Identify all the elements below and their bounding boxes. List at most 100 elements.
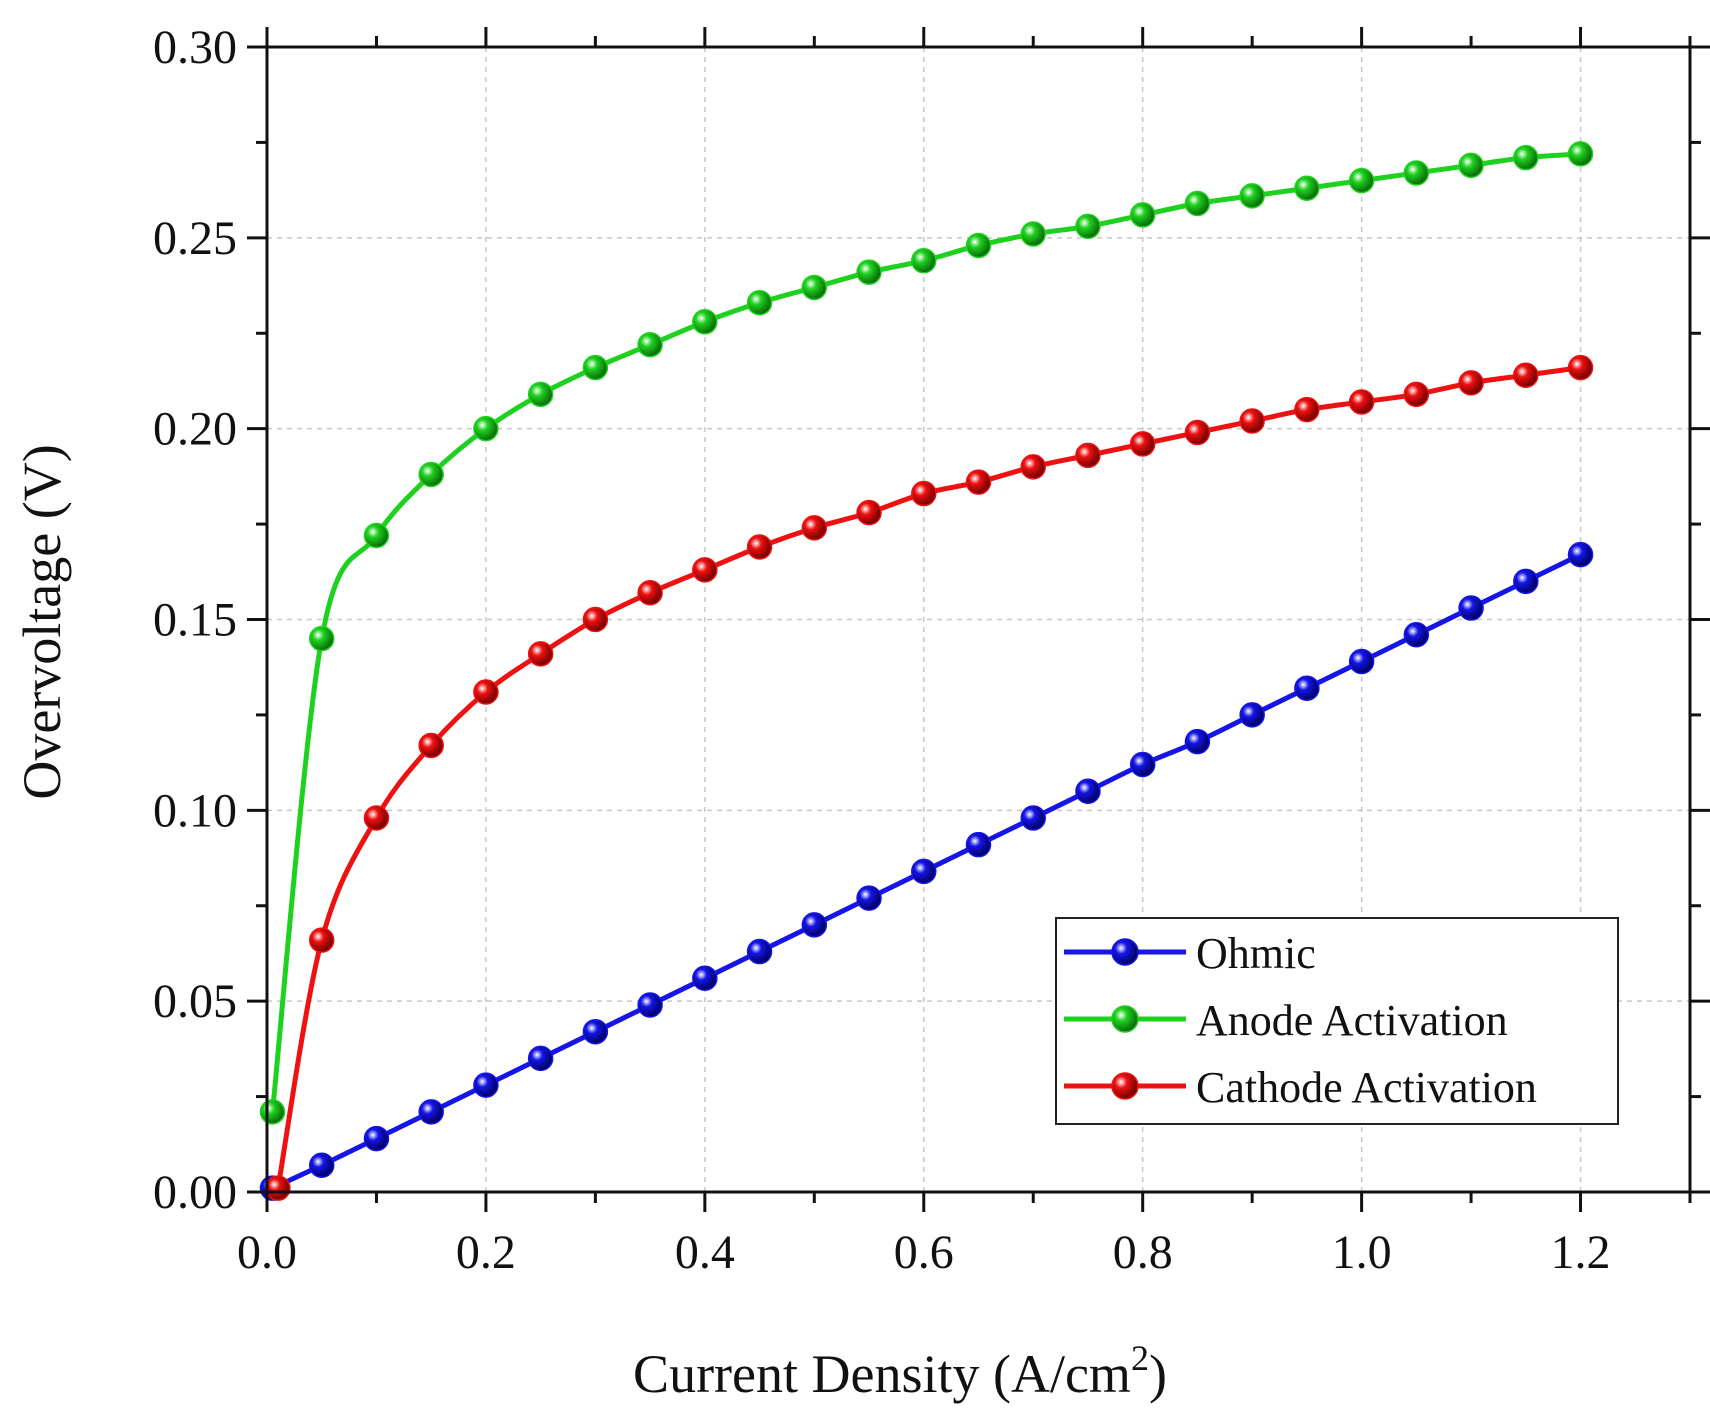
grid	[267, 47, 1690, 1192]
data-point	[746, 938, 773, 965]
data-point	[801, 274, 828, 301]
x-tick-label: 1.0	[1332, 1226, 1392, 1279]
data-point	[1129, 431, 1156, 457]
y-tick-label: 0.10	[153, 784, 237, 837]
data-point	[308, 1152, 335, 1179]
data-point	[1348, 648, 1375, 675]
data-point	[1020, 221, 1046, 247]
data-point	[418, 732, 444, 759]
x-axis-title-close: )	[1149, 1344, 1167, 1404]
data-point	[308, 625, 335, 652]
data-point	[1513, 362, 1539, 388]
data-point	[259, 1099, 286, 1125]
series-cathode-activation	[265, 354, 1594, 1201]
data-point	[1239, 702, 1265, 728]
data-point	[1403, 381, 1430, 408]
x-tick-label: 1.2	[1551, 1226, 1611, 1279]
data-point	[1458, 370, 1484, 396]
data-point	[1075, 442, 1101, 469]
y-tick-label: 0.00	[153, 1166, 237, 1219]
data-point	[527, 1045, 554, 1072]
x-axis-title-superscript: 2	[1131, 1338, 1149, 1378]
data-point	[692, 965, 718, 992]
legend-label: Anode Activation	[1196, 996, 1508, 1045]
data-point	[1294, 175, 1320, 201]
series-layer	[259, 141, 1594, 1201]
x-tick-label: 0.0	[237, 1226, 297, 1279]
x-tick-label: 0.6	[894, 1226, 954, 1279]
data-point	[1239, 408, 1265, 434]
x-tick-label: 0.8	[1113, 1226, 1173, 1279]
data-point	[856, 499, 882, 526]
y-tick-label: 0.20	[153, 403, 237, 456]
legend-entry: Anode Activation	[1064, 996, 1508, 1045]
data-point	[582, 354, 609, 381]
data-point	[746, 289, 773, 316]
legend-entry: Ohmic	[1064, 929, 1316, 978]
data-point	[473, 415, 499, 442]
data-point	[1513, 144, 1539, 171]
data-point	[1567, 141, 1594, 167]
x-axis-title-main: Current Density (A/cm	[633, 1344, 1131, 1404]
data-point	[801, 912, 828, 938]
series-anode-activation	[259, 141, 1594, 1125]
data-point	[1458, 595, 1484, 621]
data-point	[363, 805, 390, 831]
y-tick-label: 0.30	[153, 21, 237, 74]
data-point	[1294, 396, 1320, 423]
legend-entry: Cathode Activation	[1064, 1063, 1537, 1112]
data-point	[637, 992, 663, 1018]
data-point	[1129, 202, 1156, 228]
data-point	[1348, 167, 1375, 194]
x-axis-title: Current Density (A/cm2)	[633, 1338, 1167, 1404]
data-point	[1184, 190, 1211, 217]
x-tick-label: 0.4	[675, 1226, 735, 1279]
data-point	[1403, 622, 1430, 648]
data-point	[965, 232, 992, 259]
data-point	[692, 557, 718, 583]
y-tick-label: 0.05	[153, 975, 237, 1028]
y-tick-label: 0.25	[153, 212, 237, 265]
legend: Ohmic Anode Activation Cathode Activation	[1055, 917, 1619, 1125]
axes	[247, 27, 1710, 1212]
data-point	[308, 927, 335, 953]
data-point	[1184, 728, 1211, 755]
legend-marker	[1111, 1072, 1139, 1100]
data-point	[1020, 805, 1046, 831]
data-point	[856, 259, 882, 285]
data-point	[1567, 541, 1594, 568]
data-point	[637, 580, 663, 606]
data-point	[1294, 675, 1320, 701]
data-point	[1075, 213, 1101, 240]
y-axis-title: Overvoltage (V)	[12, 444, 72, 799]
data-point	[1348, 389, 1375, 415]
data-point	[1020, 454, 1046, 480]
legend-marker	[1111, 938, 1139, 966]
legend-label: Ohmic	[1196, 929, 1316, 978]
data-point	[1129, 751, 1156, 778]
tick-labels: 0.0 0.2 0.4 0.6 0.8 1.0 1.2 0.00 0.05 0.10 0.15 0.2…	[153, 21, 1611, 1279]
data-point	[363, 1125, 390, 1152]
data-point	[965, 831, 992, 858]
data-point	[965, 469, 992, 495]
data-point	[911, 480, 937, 507]
data-point	[692, 309, 718, 335]
data-point	[911, 247, 937, 274]
data-point	[1403, 160, 1430, 186]
data-point	[801, 515, 828, 541]
y-tick-label: 0.15	[153, 594, 237, 647]
x-tick-label: 0.2	[456, 1226, 516, 1279]
data-point	[418, 1099, 444, 1125]
data-point	[911, 858, 937, 885]
data-point	[1458, 152, 1484, 179]
data-point	[1239, 183, 1265, 209]
data-point	[363, 522, 390, 549]
data-point	[1567, 354, 1594, 381]
data-point	[856, 885, 882, 911]
data-point	[1513, 568, 1539, 595]
data-point	[473, 1072, 499, 1098]
data-point	[1184, 419, 1211, 446]
data-point	[418, 461, 444, 488]
